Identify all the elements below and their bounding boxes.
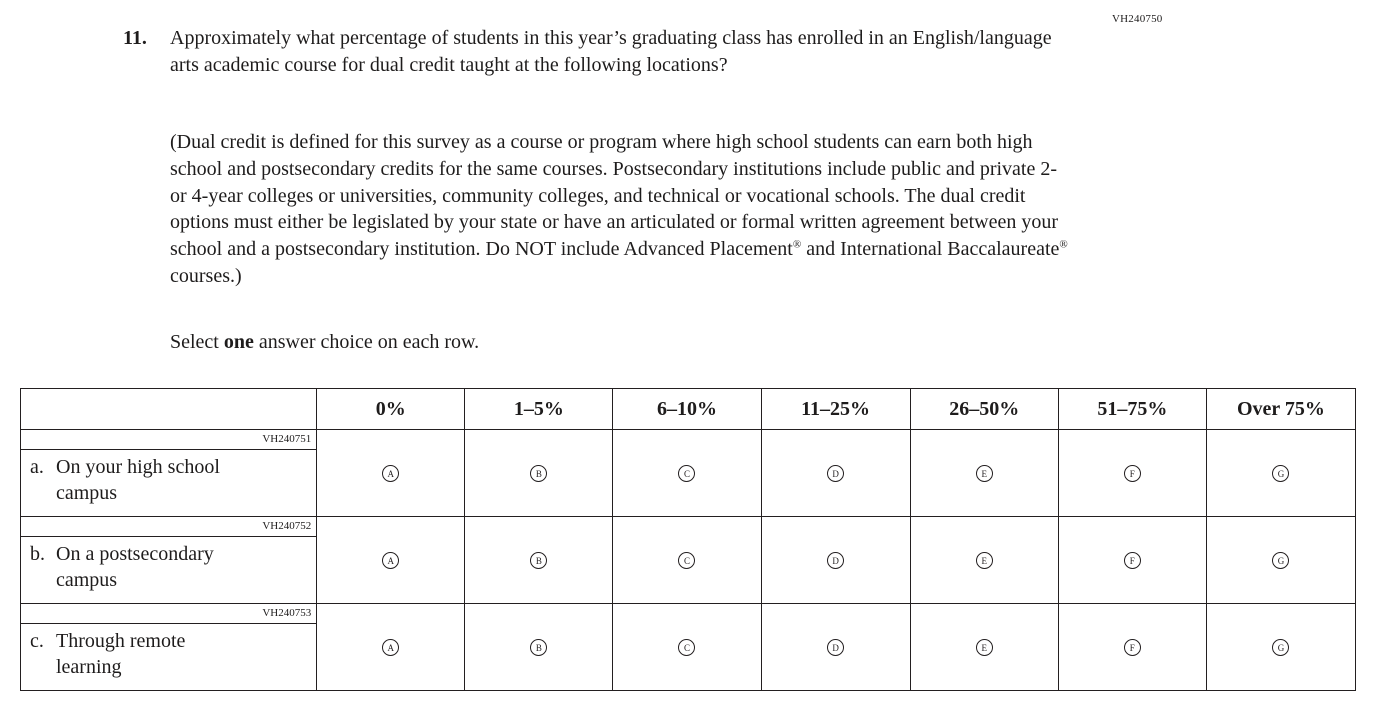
column-header-over-75pct: Over 75% <box>1205 388 1357 430</box>
answer-bubble-d-icon[interactable]: D <box>827 639 845 657</box>
answer-bubble-g-icon[interactable]: G <box>1272 465 1290 483</box>
row-label-c: c. Through remote learning <box>21 624 316 680</box>
answer-cell-a-5[interactable]: F <box>1057 429 1207 517</box>
answer-bubble-e-icon[interactable]: E <box>975 639 993 657</box>
answer-bubble-e-icon[interactable]: E <box>975 465 993 483</box>
column-header-51-75pct: 51–75% <box>1057 388 1207 430</box>
answer-cell-a-1[interactable]: B <box>464 429 614 517</box>
instruction-line: Select one answer choice on each row. <box>170 331 479 354</box>
column-header-1-5pct: 1–5% <box>464 388 614 430</box>
column-header-11-25pct: 11–25% <box>760 388 911 430</box>
row-label-text-b: On a postsecondary campus <box>56 543 214 591</box>
question-block: 11. Approximately what percentage of stu… <box>123 25 1068 79</box>
answer-bubble-a-icon[interactable]: A <box>382 552 400 570</box>
instruction-emphasis: one <box>223 331 254 353</box>
row-code-a: VH240751 <box>21 430 317 450</box>
answer-bubble-b-icon[interactable]: B <box>530 465 548 483</box>
answer-cell-c-1[interactable]: B <box>464 603 614 691</box>
row-stem-b: VH240752 b. On a postsecondary campus <box>19 516 318 604</box>
table-row-c: VH240753 c. Through remote learning A B … <box>19 603 1357 691</box>
row-stem-a: VH240751 a. On your high school campus <box>19 429 318 517</box>
answer-cell-b-3[interactable]: D <box>760 516 911 604</box>
question-text: Approximately what percentage of student… <box>170 27 1052 76</box>
answer-bubble-f-icon[interactable]: F <box>1123 639 1141 657</box>
answer-bubble-e-icon[interactable]: E <box>975 552 993 570</box>
header-row: 0% 1–5% 6–10% 11–25% 26–50% 51–75% Over … <box>19 388 1357 430</box>
answer-bubble-c-icon[interactable]: C <box>678 639 696 657</box>
answer-cell-b-5[interactable]: F <box>1057 516 1207 604</box>
row-label-text-c: Through remote learning <box>56 630 186 678</box>
answer-bubble-f-icon[interactable]: F <box>1123 465 1141 483</box>
row-label-b: b. On a postsecondary campus <box>21 537 316 593</box>
answer-cell-b-2[interactable]: C <box>612 516 762 604</box>
answer-cell-a-0[interactable]: A <box>316 429 466 517</box>
answer-cell-c-3[interactable]: D <box>760 603 911 691</box>
row-code-b: VH240752 <box>21 517 317 537</box>
column-header-26-50pct: 26–50% <box>909 388 1059 430</box>
note-text: courses.) <box>170 264 242 287</box>
answer-bubble-b-icon[interactable]: B <box>530 639 548 657</box>
answer-cell-a-4[interactable]: E <box>909 429 1059 517</box>
registered-mark-icon: ® <box>792 238 802 251</box>
answer-cell-b-6[interactable]: G <box>1205 516 1357 604</box>
row-label-a: a. On your high school campus <box>21 450 316 506</box>
answer-cell-a-6[interactable]: G <box>1205 429 1357 517</box>
column-header-0pct: 0% <box>316 388 466 430</box>
row-code-c: VH240753 <box>21 604 317 624</box>
answer-cell-c-5[interactable]: F <box>1057 603 1207 691</box>
instruction-text: Select <box>170 331 224 353</box>
registered-mark-icon: ® <box>1059 238 1068 251</box>
question-definition-note: (Dual credit is defined for this survey … <box>170 129 1070 290</box>
answer-bubble-b-icon[interactable]: B <box>530 552 548 570</box>
answer-cell-a-2[interactable]: C <box>612 429 762 517</box>
answer-cell-c-4[interactable]: E <box>909 603 1059 691</box>
form-code: VH240750 <box>1112 13 1163 25</box>
answer-cell-b-4[interactable]: E <box>909 516 1059 604</box>
instruction-text: answer choice on each row. <box>253 331 480 353</box>
row-stem-c: VH240753 c. Through remote learning <box>19 603 318 691</box>
answer-bubble-c-icon[interactable]: C <box>678 552 696 570</box>
answer-cell-a-3[interactable]: D <box>760 429 911 517</box>
question-number: 11. <box>123 27 147 49</box>
answer-bubble-a-icon[interactable]: A <box>382 465 400 483</box>
answer-bubble-d-icon[interactable]: D <box>827 552 845 570</box>
answer-bubble-d-icon[interactable]: D <box>827 465 845 483</box>
answer-cell-b-1[interactable]: B <box>464 516 614 604</box>
column-header-6-10pct: 6–10% <box>612 388 762 430</box>
answer-bubble-a-icon[interactable]: A <box>382 639 400 657</box>
row-letter-b: b. <box>30 543 45 565</box>
answer-cell-c-0[interactable]: A <box>316 603 466 691</box>
answer-bubble-c-icon[interactable]: C <box>678 465 696 483</box>
answer-grid: 0% 1–5% 6–10% 11–25% 26–50% 51–75% Over … <box>19 388 1357 691</box>
answer-bubble-f-icon[interactable]: F <box>1123 552 1141 570</box>
answer-cell-c-6[interactable]: G <box>1205 603 1357 691</box>
answer-cell-c-2[interactable]: C <box>612 603 762 691</box>
table-row-a: VH240751 a. On your high school campus A… <box>19 429 1357 517</box>
column-header-stem <box>19 388 318 430</box>
table-row-b: VH240752 b. On a postsecondary campus A … <box>19 516 1357 604</box>
answer-bubble-g-icon[interactable]: G <box>1272 552 1290 570</box>
row-letter-c: c. <box>30 630 44 652</box>
row-label-text-a: On your high school campus <box>56 456 220 504</box>
answer-bubble-g-icon[interactable]: G <box>1272 639 1290 657</box>
answer-cell-b-0[interactable]: A <box>316 516 466 604</box>
note-text: and International Baccalaureate <box>801 238 1060 261</box>
note-text: (Dual credit is defined for this survey … <box>170 131 1059 261</box>
row-letter-a: a. <box>30 456 44 478</box>
